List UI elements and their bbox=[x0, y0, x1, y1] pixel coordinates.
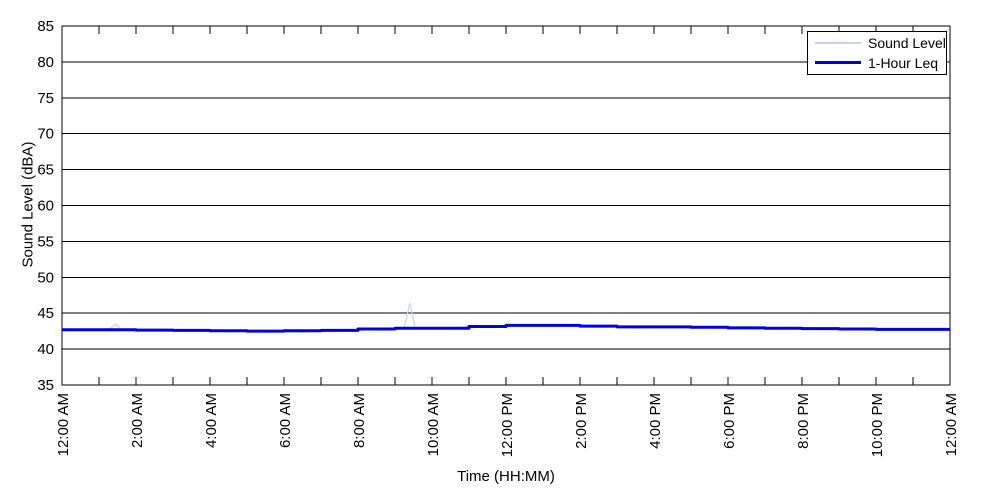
x-tick-label: 4:00 AM bbox=[203, 393, 220, 448]
legend-item-sound-level: Sound Level bbox=[808, 35, 946, 51]
x-tick-label: 4:00 PM bbox=[647, 393, 664, 449]
x-tick-label: 8:00 PM bbox=[795, 393, 812, 449]
y-tick-label: 40 bbox=[37, 341, 54, 358]
y-tick-label: 55 bbox=[37, 233, 54, 250]
plot-frame bbox=[61, 25, 951, 386]
y-tick-label: 60 bbox=[37, 198, 54, 215]
x-tick-label: 2:00 PM bbox=[573, 393, 590, 449]
x-tick-label: 6:00 AM bbox=[277, 393, 294, 448]
y-tick-label: 70 bbox=[37, 126, 54, 143]
x-tick-label: 12:00 AM bbox=[943, 393, 960, 456]
y-tick-label: 75 bbox=[37, 90, 54, 107]
x-tick-label: 12:00 AM bbox=[55, 393, 72, 456]
y-tick-label: 50 bbox=[37, 269, 54, 286]
y-tick-label: 80 bbox=[37, 54, 54, 71]
y-tick-label: 45 bbox=[37, 305, 54, 322]
legend-item-1-hour-leq: 1-Hour Leq bbox=[808, 55, 946, 71]
y-tick-label: 85 bbox=[37, 18, 54, 35]
legend-label-1-hour-leq: 1-Hour Leq bbox=[868, 54, 939, 71]
x-tick-label: 10:00 AM bbox=[425, 393, 442, 456]
x-tick-label: 12:00 PM bbox=[499, 393, 516, 457]
legend-label-sound-level: Sound Level bbox=[868, 35, 946, 52]
x-tick-label: 8:00 AM bbox=[351, 393, 368, 448]
x-tick-label: 10:00 PM bbox=[869, 393, 886, 457]
y-tick-label: 35 bbox=[37, 377, 54, 394]
sound-level-line-swatch bbox=[815, 42, 861, 45]
1-hour-leq-line bbox=[62, 323, 950, 333]
x-tick-label: 6:00 PM bbox=[721, 393, 738, 449]
leq-line-swatch bbox=[815, 61, 861, 65]
x-tick-label: 2:00 AM bbox=[129, 393, 146, 448]
y-axis-title: Sound Level (dBA) bbox=[19, 141, 37, 268]
y-tick-label: 65 bbox=[37, 162, 54, 179]
legend: Sound Level 1-Hour Leq bbox=[807, 31, 947, 75]
x-axis-title: Time (HH:MM) bbox=[457, 468, 555, 485]
